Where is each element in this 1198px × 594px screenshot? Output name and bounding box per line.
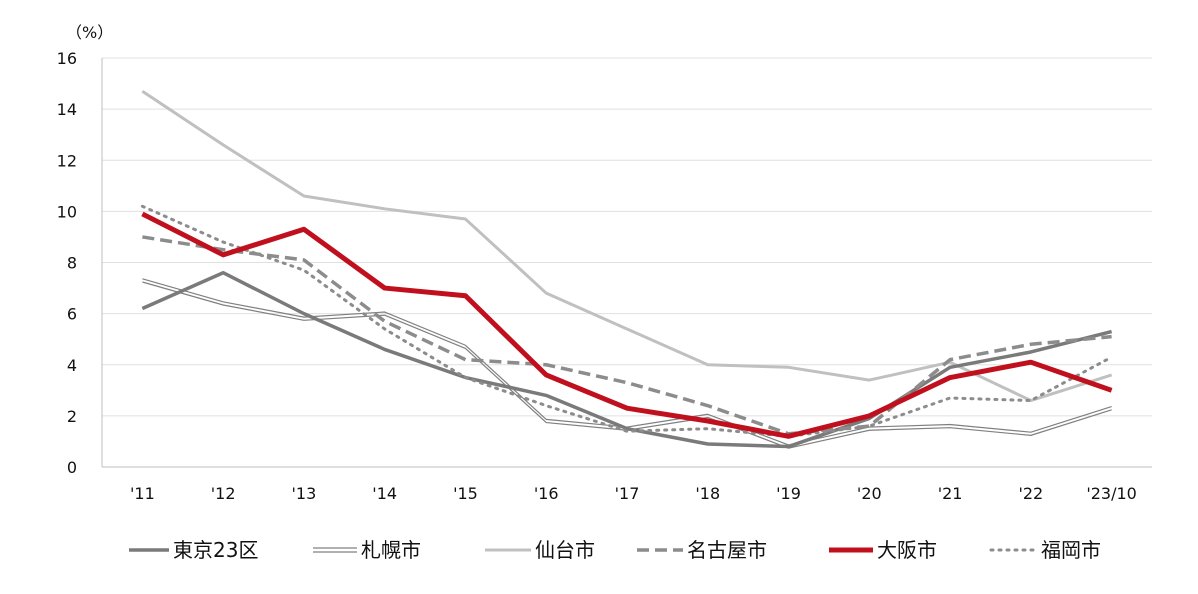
x-tick-label: '19 (776, 484, 801, 503)
y-tick-label: 14 (57, 100, 77, 119)
x-tick-label: '20 (857, 484, 882, 503)
x-tick-label: '14 (372, 484, 397, 503)
x-tick-label: '21 (938, 484, 963, 503)
series-line-6 (140, 204, 1114, 438)
y-axis-unit-label: （%） (66, 23, 113, 42)
y-tick-label: 6 (67, 305, 77, 324)
x-tick-label: '16 (534, 484, 559, 503)
x-tick-label: '17 (615, 484, 640, 503)
legend-item-6: 福岡市 (989, 538, 1101, 562)
legend-item-3: 仙台市 (485, 538, 595, 562)
legend-item-1: 東京23区 (129, 538, 258, 562)
y-tick-label: 16 (57, 49, 77, 68)
x-tick-label: '11 (130, 484, 155, 503)
x-tick-label: '18 (695, 484, 720, 503)
y-tick-label: 12 (57, 151, 77, 170)
legend-item-2: 札幌市 (313, 538, 421, 562)
y-tick-label: 0 (67, 458, 77, 477)
legend-label: 福岡市 (1041, 538, 1101, 562)
legend: 東京23区 札幌市 仙台市 名古屋市 大阪市 福岡市 (129, 538, 1101, 562)
legend-item-5: 大阪市 (829, 538, 937, 562)
legend-label: 仙台市 (535, 538, 595, 562)
legend-label: 名古屋市 (687, 538, 767, 562)
axes: 0 2 4 6 8 10 12 14 16 '11 '12 '13 '14 '15 '16 '17 '18 '19… (57, 49, 1152, 503)
legend-label: 札幌市 (361, 538, 421, 562)
series-lines (140, 89, 1114, 449)
series-4 (142, 235, 1112, 436)
y-tick-label: 4 (67, 356, 77, 375)
x-tick-label: '12 (211, 484, 236, 503)
x-tick-label: '13 (292, 484, 317, 503)
series-1 (141, 270, 1113, 449)
y-tick-label: 10 (57, 202, 77, 221)
gridlines (102, 57, 1152, 417)
series-line-1 (141, 270, 1113, 449)
series-5 (141, 211, 1113, 439)
y-tick-label: 2 (67, 407, 77, 426)
y-tick-label: 8 (67, 254, 77, 273)
legend-label: 大阪市 (877, 538, 937, 562)
legend-item-4: 名古屋市 (637, 538, 767, 562)
series-3 (141, 89, 1113, 403)
legend-label: 東京23区 (173, 538, 258, 562)
series-line-4 (142, 235, 1112, 436)
series-line-5 (141, 211, 1113, 439)
x-tick-label: '23/10 (1086, 484, 1137, 503)
x-tick-label: '22 (1018, 484, 1043, 503)
series-line-3 (141, 89, 1113, 403)
series-6 (140, 204, 1114, 438)
x-tick-label: '15 (453, 484, 478, 503)
